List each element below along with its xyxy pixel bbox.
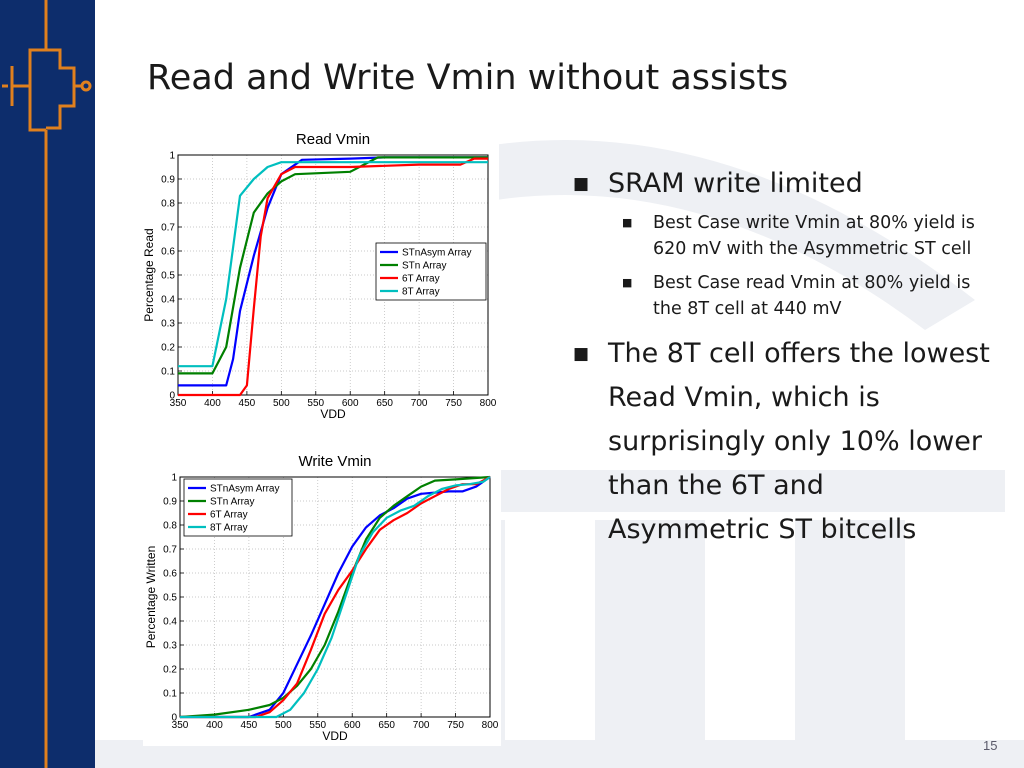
sub-bullet-text: Best Case read Vmin at 80% yield is the … <box>653 273 971 319</box>
y-tick-label: 0.2 <box>163 665 177 676</box>
y-tick-label: 0.1 <box>163 689 177 700</box>
bullet-text: The 8T cell offers the lowest Read Vmin,… <box>608 338 990 545</box>
y-tick-label: 0.3 <box>161 319 175 330</box>
y-tick-label: 0 <box>171 713 177 724</box>
write-vmin-plot: Write Vmin 350 400 450 500 550 600 650 700 750 800… <box>144 453 499 743</box>
y-tick-label: 0.9 <box>161 175 175 186</box>
x-tick-label: 800 <box>480 398 497 409</box>
chart-title: Read Vmin <box>296 131 370 148</box>
series-line <box>178 157 488 397</box>
bullet-item: ■ SRAM write limited <box>572 162 992 206</box>
y-tick-label: 0.8 <box>163 521 177 532</box>
y-tick-label: 0.6 <box>163 569 177 580</box>
x-tick-label: 450 <box>239 398 256 409</box>
slide-title: Read and Write Vmin without assists <box>147 58 789 98</box>
circuit-logo-icon <box>2 0 92 768</box>
x-tick-label: 750 <box>447 720 464 731</box>
y-tick-label: 0.4 <box>163 617 177 628</box>
read-vmin-chart: Read Vmin 350 400 450 500 550 600 650 700 750 800 0… <box>141 126 499 424</box>
square-bullet-icon: ■ <box>622 276 633 289</box>
y-tick-label: 0.5 <box>163 593 177 604</box>
x-tick-label: 400 <box>206 720 223 731</box>
legend-label: 6T Array <box>210 510 248 521</box>
x-tick-label: 350 <box>170 398 187 409</box>
x-tick-label: 400 <box>204 398 221 409</box>
x-tick-label: 750 <box>445 398 462 409</box>
x-tick-label: 600 <box>344 720 361 731</box>
bullet-list: ■ SRAM write limited ■ Best Case write V… <box>572 162 992 556</box>
sub-bullet-item: ■ Best Case write Vmin at 80% yield is 6… <box>572 210 992 262</box>
sub-bullet-list: ■ Best Case write Vmin at 80% yield is 6… <box>572 210 992 322</box>
chart-legend: STnAsym Array STn Array 6T Array 8T Array <box>183 478 293 537</box>
x-tick-label: 650 <box>376 398 393 409</box>
legend-label: 6T Array <box>402 274 440 285</box>
y-tick-label: 1 <box>171 473 177 484</box>
legend-label: STn Array <box>210 497 254 508</box>
x-tick-label: 500 <box>273 398 290 409</box>
x-tick-label: 550 <box>309 720 326 731</box>
legend-label: 8T Array <box>402 287 440 298</box>
y-tick-label: 0.5 <box>161 271 175 282</box>
y-tick-label: 0 <box>169 391 175 402</box>
x-tick-label: 700 <box>411 398 428 409</box>
write-vmin-chart: Write Vmin 350 400 450 500 550 600 650 700 750 800… <box>143 448 501 746</box>
square-bullet-icon: ■ <box>573 174 590 194</box>
square-bullet-icon: ■ <box>622 216 633 229</box>
legend-label: STnAsym Array <box>402 248 471 259</box>
y-tick-label: 0.8 <box>161 199 175 210</box>
sub-bullet-item: ■ Best Case read Vmin at 80% yield is th… <box>572 270 992 322</box>
x-tick-label: 700 <box>413 720 430 731</box>
y-tick-label: 0.4 <box>161 295 175 306</box>
square-bullet-icon: ■ <box>573 344 590 364</box>
y-axis-label: Percentage Read <box>142 228 156 321</box>
x-tick-label: 600 <box>342 398 359 409</box>
series-line <box>180 476 491 719</box>
x-axis-label: VDD <box>320 407 346 421</box>
legend-label: STn Array <box>402 261 446 272</box>
legend-label: 8T Array <box>210 523 248 534</box>
plot-frame <box>179 476 491 718</box>
y-axis-label: Percentage Written <box>144 546 158 649</box>
series-line <box>179 475 491 719</box>
sidebar <box>0 0 95 768</box>
x-tick-label: 500 <box>275 720 292 731</box>
x-tick-label: 800 <box>482 720 499 731</box>
x-axis-label: VDD <box>322 729 348 743</box>
plot-frame <box>177 154 489 396</box>
y-tick-label: 0.7 <box>161 223 175 234</box>
x-tick-label: 450 <box>241 720 258 731</box>
series-line <box>178 161 488 368</box>
y-tick-label: 0.6 <box>161 247 175 258</box>
sub-bullet-text: Best Case write Vmin at 80% yield is 620… <box>653 213 975 259</box>
y-tick-label: 0.2 <box>161 343 175 354</box>
y-tick-label: 1 <box>169 151 175 162</box>
page-number: 15 <box>983 738 998 753</box>
y-tick-label: 0.9 <box>163 497 177 508</box>
series-line <box>178 156 488 387</box>
x-tick-label: 350 <box>172 720 189 731</box>
y-tick-label: 0.1 <box>161 367 175 378</box>
chart-title: Write Vmin <box>298 453 371 470</box>
read-vmin-plot: Read Vmin 350 400 450 500 550 600 650 700 750 800 0… <box>142 131 497 421</box>
x-tick-label: 550 <box>307 398 324 409</box>
bullet-item: ■ The 8T cell offers the lowest Read Vmi… <box>572 332 992 552</box>
series-line <box>180 476 491 719</box>
legend-label: STnAsym Array <box>210 484 279 495</box>
y-tick-label: 0.3 <box>163 641 177 652</box>
y-tick-label: 0.7 <box>163 545 177 556</box>
bullet-text: SRAM write limited <box>608 168 863 199</box>
chart-legend: STnAsym Array STn Array 6T Array 8T Array <box>375 242 487 301</box>
series-line <box>180 476 491 719</box>
x-tick-label: 650 <box>378 720 395 731</box>
